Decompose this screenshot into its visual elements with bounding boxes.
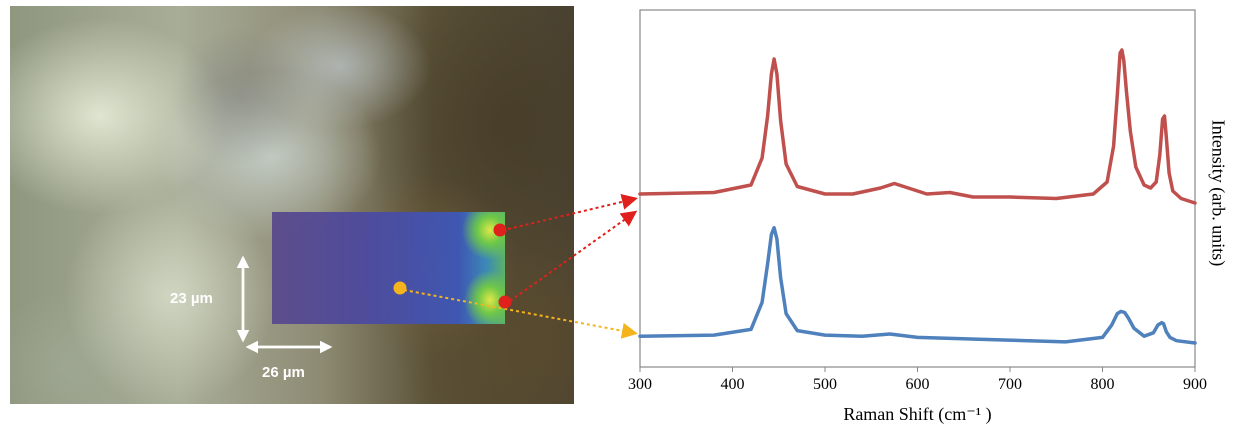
x-axis-label: Raman Shift (cm⁻¹ ) — [843, 404, 992, 424]
scale-bar-horizontal-label: 26 µm — [262, 364, 305, 381]
x-tick-label: 500 — [813, 376, 837, 393]
plot-area-frame — [639, 9, 1196, 368]
scale-bar-vertical-label: 23 µm — [170, 290, 213, 307]
x-tick-label: 700 — [998, 376, 1022, 393]
spectrum-line-blue — [638, 225, 1197, 345]
x-tick-label: 800 — [1091, 376, 1115, 393]
y-axis-label: Intensity (arb. units) — [1208, 119, 1229, 267]
micrograph-image — [10, 6, 574, 404]
raman-map-overlay — [272, 212, 505, 324]
x-tick-label: 900 — [1183, 376, 1207, 393]
y-axis-label-wrap: Intensity (arb. units) — [1205, 88, 1231, 298]
x-tick-label: 400 — [721, 376, 745, 393]
x-tick-label: 300 — [628, 376, 652, 393]
spectrum-line-red — [638, 48, 1197, 205]
x-tick-label: 600 — [906, 376, 930, 393]
raman-chart: 300 400 500 600 700 800 900 — [628, 9, 1207, 393]
